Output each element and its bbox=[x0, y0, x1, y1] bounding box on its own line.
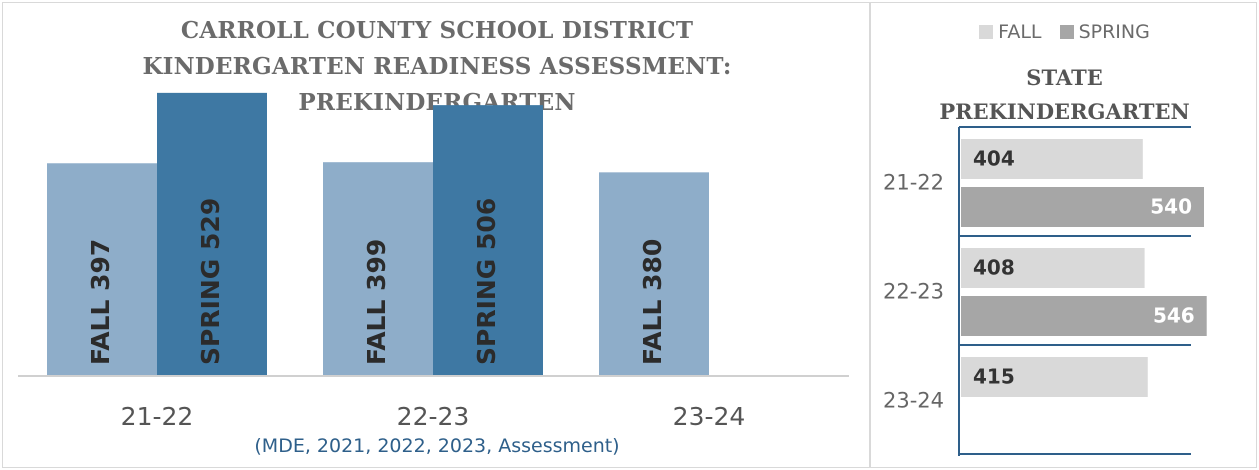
legend-label-spring: SPRING bbox=[1078, 21, 1150, 43]
legend-swatch-fall bbox=[979, 25, 994, 39]
district-chart-panel: CARROLL COUNTY SCHOOL DISTRICT KINDERGAR… bbox=[2, 2, 870, 468]
chart-title-line-1: CARROLL COUNTY SCHOOL DISTRICT bbox=[180, 17, 694, 44]
state-bar-value-spring-21-22: 540 bbox=[1150, 195, 1192, 219]
bar-fall-23-24 bbox=[599, 172, 709, 375]
x-tick-label-21-22: 21-22 bbox=[121, 402, 194, 431]
legend-swatch-spring bbox=[1059, 25, 1074, 39]
bar-data-label-fall-23-24: FALL 380 bbox=[638, 239, 667, 365]
y-tick-label-22-23: 22-23 bbox=[883, 280, 944, 304]
bar-data-label-spring-21-22: SPRING 529 bbox=[196, 198, 225, 365]
bar-data-label-spring-22-23: SPRING 506 bbox=[472, 198, 501, 365]
state-bar-fall-22-23 bbox=[961, 248, 1145, 288]
state-bar-chart: 21-22 404 540 22-23 408 546 23-24 415 bbox=[883, 126, 1207, 456]
legend-label-fall: FALL bbox=[998, 21, 1042, 43]
bar-fall-21-22 bbox=[47, 163, 157, 375]
state-bar-value-fall-22-23: 408 bbox=[973, 256, 1015, 280]
state-bar-spring-22-23 bbox=[961, 296, 1207, 336]
state-bar-fall-21-22 bbox=[961, 139, 1143, 179]
bar-spring-22-23 bbox=[433, 105, 543, 375]
state-bar-value-fall-21-22: 404 bbox=[973, 147, 1015, 171]
legend-item-spring: SPRING bbox=[1059, 21, 1150, 43]
state-chart-title-line-2: PREKINDERGARTEN bbox=[939, 99, 1190, 124]
bar-data-label-fall-21-22: FALL 397 bbox=[86, 239, 115, 365]
y-tick-label-23-24: 23-24 bbox=[883, 389, 944, 413]
district-bar-chart: FALL 397 SPRING 529 21-22 FALL 399 SPRING 50… bbox=[18, 92, 849, 431]
state-bar-fall-23-24 bbox=[961, 357, 1148, 397]
bar-data-label-fall-22-23: FALL 399 bbox=[362, 239, 391, 365]
y-tick-label-21-22: 21-22 bbox=[883, 171, 944, 195]
state-bar-value-spring-22-23: 546 bbox=[1153, 304, 1195, 328]
state-chart-panel: FALL SPRING STATE PREKINDERGARTEN 21-22 4… bbox=[870, 2, 1257, 468]
state-chart-title-line-1: STATE bbox=[1026, 65, 1103, 90]
bar-fall-22-23 bbox=[323, 162, 433, 375]
state-bar-spring-21-22 bbox=[961, 187, 1204, 227]
x-tick-label-23-24: 23-24 bbox=[673, 402, 746, 431]
state-bar-value-fall-23-24: 415 bbox=[973, 365, 1015, 389]
x-tick-label-22-23: 22-23 bbox=[397, 402, 470, 431]
state-legend: FALL SPRING bbox=[871, 21, 1258, 44]
legend-item-fall: FALL bbox=[979, 21, 1042, 43]
chart-source-note: (MDE, 2021, 2022, 2023, Assessment) bbox=[254, 435, 620, 457]
bar-spring-21-22 bbox=[157, 92, 267, 375]
chart-title-line-2: KINDERGARTEN READINESS ASSESSMENT: bbox=[142, 53, 732, 80]
